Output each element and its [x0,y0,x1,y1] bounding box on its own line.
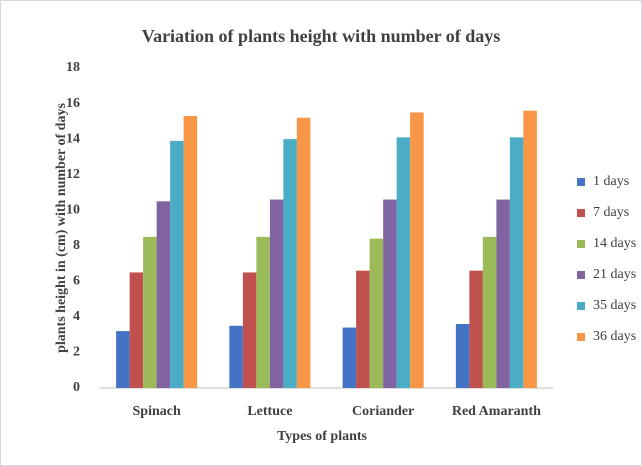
legend-label: 21 days [593,267,636,282]
legend-label: 14 days [593,236,636,251]
legend-swatch [577,302,585,310]
bar [242,272,257,388]
legend-swatch [577,333,585,341]
y-tick-label: 16 [66,96,80,111]
bar [369,238,384,388]
y-tick-label: 10 [66,202,80,217]
legend-swatch [577,178,585,186]
bar [269,199,284,388]
bar [129,272,144,388]
y-tick-label: 4 [73,309,80,324]
bar [283,139,297,388]
legend-label: 36 days [593,329,636,344]
y-tick-label: 8 [73,238,80,253]
x-axis-label: Types of plants [277,429,368,444]
bar [482,236,497,388]
bar [496,199,510,388]
bar [143,236,157,388]
bar [523,110,537,389]
chart-title: Variation of plants height with number o… [142,26,501,46]
bar [509,137,524,388]
y-tick-label: 14 [66,131,80,146]
bar [469,270,483,388]
bar [256,236,270,388]
y-axis-label: plants height in (cm) with number of day… [54,103,69,353]
bar [156,201,171,388]
bar [356,270,370,388]
bar [342,327,357,388]
legend-label: 35 days [593,298,636,313]
bar [455,324,470,388]
y-tick-label: 12 [66,167,80,182]
y-tick-label: 6 [73,274,80,289]
legend-swatch [577,209,585,217]
legend-label: 7 days [593,205,629,220]
bar [116,331,130,388]
y-tick-label: 18 [66,60,80,75]
bar [296,117,311,389]
bar [183,116,198,388]
legend-label: 1 days [593,174,629,189]
x-tick-label: Coriander [352,404,414,419]
bar [170,140,184,388]
x-tick-label: Lettuce [247,404,292,419]
bar [229,325,243,388]
bar [383,199,397,388]
y-tick-label: 0 [73,380,80,395]
y-tick-label: 2 [73,345,80,360]
legend-swatch [577,271,585,279]
x-tick-label: Spinach [133,404,181,419]
bar [410,112,424,388]
x-tick-label: Red Amaranth [452,404,541,419]
bar [396,137,411,388]
legend-swatch [577,240,585,248]
